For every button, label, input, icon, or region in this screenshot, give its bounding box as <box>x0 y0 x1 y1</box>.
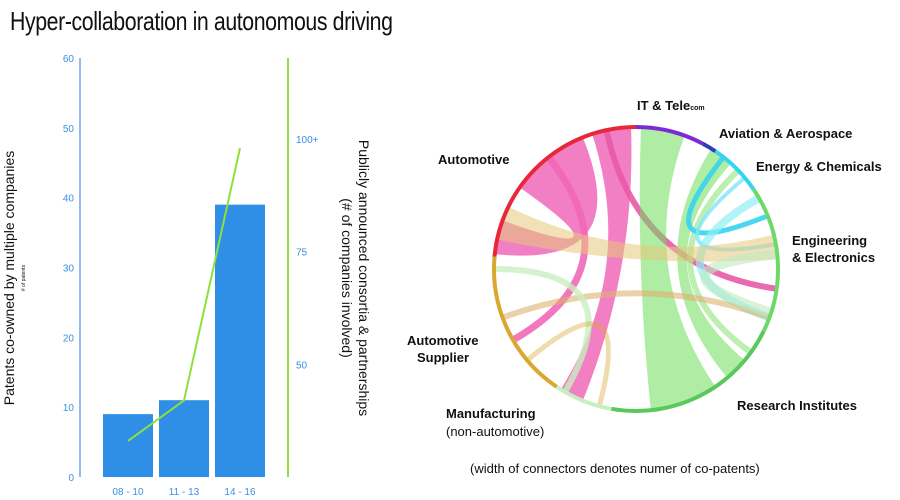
label-it-telecom: IT & Telecom <box>637 98 705 113</box>
label-electronics: & Electronics <box>792 250 875 265</box>
label-energy: Energy & Chemicals <box>756 159 882 174</box>
label-automotive: Automotive <box>438 152 510 167</box>
chart-title: Hyper-collaboration in autonomous drivin… <box>10 6 393 36</box>
x-axis-ticks: 08 - 10 11 - 13 14 - 16 <box>112 487 256 498</box>
footnote: (width of connectors denotes numer of co… <box>470 461 760 476</box>
y-axis-label: Patents co-owned by multiple companies <box>1 151 17 405</box>
y2-axis-label-line2: (# of companies involved) <box>339 198 355 358</box>
chord-group-arc <box>635 125 704 146</box>
bar <box>215 204 265 477</box>
x-tick-label: 08 - 10 <box>112 487 144 498</box>
chord-ribbon <box>525 321 611 407</box>
y2-tick-label: 50 <box>296 360 308 371</box>
bars <box>103 204 265 477</box>
chord-ribbon <box>493 266 592 394</box>
y2-tick-label: 75 <box>296 248 308 259</box>
chord-ribbon <box>560 127 632 401</box>
chord-group-arc <box>492 125 637 257</box>
label-supplier: Automotive <box>407 333 479 348</box>
chord-labels: IT & Telecom Aviation & Aerospace Energy… <box>407 98 882 439</box>
y-tick-label: 20 <box>63 333 75 344</box>
y-axis-ticks: 0 10 20 30 40 50 60 <box>63 54 75 484</box>
chord-group-arc <box>555 385 612 411</box>
y2-tick-label: 100+ <box>296 135 319 146</box>
y-tick-label: 40 <box>63 194 75 205</box>
chord-ribbon <box>494 137 598 256</box>
chord-diagram: IT & Telecom Aviation & Aerospace Energy… <box>407 98 882 439</box>
chord-ribbon <box>501 290 771 321</box>
y-axis-sublabel: # of patents <box>21 264 27 291</box>
chord-ribbon <box>687 168 753 355</box>
y-tick-label: 30 <box>63 264 75 275</box>
label-engineering: Engineering <box>792 233 867 248</box>
chord-ribbon <box>700 249 778 318</box>
x-tick-label: 11 - 13 <box>169 487 200 498</box>
y-tick-label: 10 <box>63 403 75 414</box>
chord-ribbon <box>497 206 778 262</box>
chord-group-arc <box>752 188 780 333</box>
y2-axis-label: Publicly announced consortia & partnersh… <box>356 140 372 416</box>
y-tick-label: 50 <box>63 124 75 135</box>
chord-ribbon <box>511 154 589 344</box>
chord-ribbons <box>493 127 778 411</box>
label-manufacturing: Manufacturing <box>446 406 536 421</box>
y-tick-label: 0 <box>68 473 74 484</box>
x-tick-label: 14 - 16 <box>224 487 256 498</box>
chord-group-arc <box>492 256 558 389</box>
bar <box>103 414 153 477</box>
chord-arcs <box>492 125 780 413</box>
label-aviation: Aviation & Aerospace <box>719 126 852 141</box>
bar <box>159 400 209 477</box>
chord-ribbon <box>686 155 769 236</box>
y-tick-label: 60 <box>63 54 75 65</box>
y2-axis-ticks: 50 75 100+ <box>296 135 319 371</box>
consortia-line <box>127 147 241 442</box>
label-manufacturing-sub: (non-automotive) <box>446 424 544 439</box>
label-research: Research Institutes <box>737 398 857 413</box>
chord-group-arc <box>610 330 766 413</box>
bar-chart: 0 10 20 30 40 50 60 50 75 100+ 08 - 10 11 - 13 14 … <box>1 54 372 498</box>
chord-group-arc <box>701 141 717 153</box>
chord-ribbon <box>639 127 716 411</box>
chord-group-arc <box>714 149 756 191</box>
label-supplier-2: Supplier <box>417 350 469 365</box>
